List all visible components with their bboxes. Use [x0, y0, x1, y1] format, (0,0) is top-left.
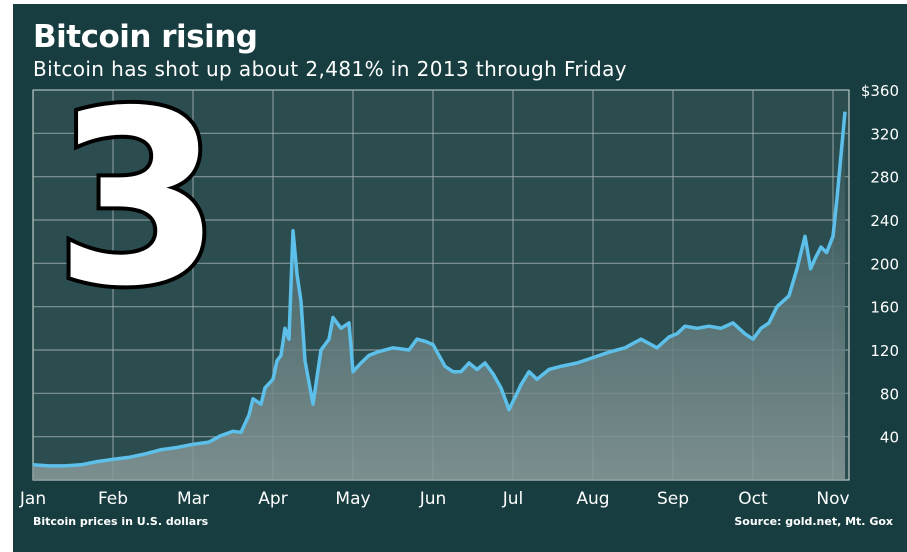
chart-title: Bitcoin rising: [33, 19, 258, 55]
price-chart: Jan Feb Mar Apr May Jun Jul Aug Sep Oct Nov 40 80 12…: [19, 82, 899, 509]
x-tick-label: Nov: [816, 489, 849, 509]
number-badge: 3: [51, 84, 226, 304]
x-tick-label: Feb: [98, 489, 128, 509]
y-tick-label: 40: [880, 429, 899, 447]
x-tick-label: Mar: [177, 489, 209, 509]
x-tick-label: May: [335, 489, 370, 509]
x-tick-label: Apr: [258, 489, 287, 509]
x-tick-label: Aug: [576, 489, 609, 509]
x-tick-label: Jul: [502, 489, 524, 509]
x-tick-label: Jun: [419, 489, 447, 509]
y-tick-label: 320: [870, 125, 899, 143]
y-tick-label: 160: [870, 299, 899, 317]
y-tick-label: $360: [861, 82, 899, 100]
price-area: [33, 111, 845, 480]
y-tick-label: 240: [870, 212, 899, 230]
x-axis-ticks: Jan Feb Mar Apr May Jun Jul Aug Sep Oct Nov: [19, 489, 850, 509]
price-line: [32, 111, 847, 468]
x-tick-label: Jan: [19, 489, 46, 509]
y-tick-label: 280: [870, 169, 899, 187]
badge-number: 3: [55, 84, 222, 304]
chart-source: Source: gold.net, Mt. Gox: [734, 515, 893, 528]
chart-frame: Bitcoin rising Bitcoin has shot up about…: [13, 4, 907, 552]
chart-subtitle: Bitcoin has shot up about 2,481% in 2013…: [33, 57, 627, 81]
y-tick-label: 120: [870, 342, 899, 360]
y-axis-ticks: 40 80 120 160 200 240 280 320 $360: [861, 82, 899, 447]
chart-footnote: Bitcoin prices in U.S. dollars: [33, 515, 209, 528]
x-tick-label: Sep: [657, 489, 689, 509]
x-tick-label: Oct: [738, 489, 768, 509]
y-tick-label: 200: [870, 255, 899, 273]
y-tick-label: 80: [880, 385, 899, 403]
